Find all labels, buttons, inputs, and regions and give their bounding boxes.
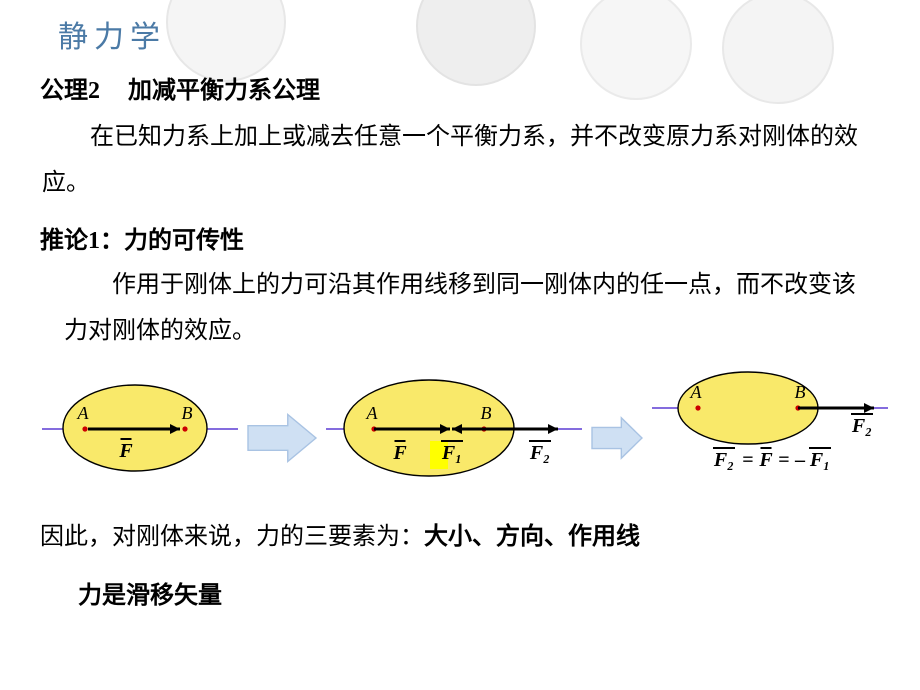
- svg-text:A: A: [690, 382, 703, 402]
- slide-container: 静力学 公理2 加减平衡力系公理 在已知力系上加上或减去任意一个平衡力系，并不改变…: [0, 0, 920, 630]
- svg-text:=: =: [742, 449, 753, 471]
- axiom-number: 公理2: [40, 78, 100, 104]
- svg-text:F: F: [758, 449, 773, 471]
- svg-text:F: F: [392, 442, 407, 464]
- svg-text:F₂: F₂: [713, 449, 734, 471]
- step-arrow-icon: [246, 410, 318, 466]
- svg-text:B: B: [182, 403, 193, 423]
- diagram-panel: A B F F₁ F₂: [324, 375, 584, 500]
- step-arrow-icon: [590, 414, 644, 462]
- svg-text:F₁: F₁: [441, 442, 462, 464]
- svg-text:–: –: [794, 449, 806, 471]
- svg-text:A: A: [366, 403, 379, 423]
- svg-text:B: B: [481, 403, 492, 423]
- axiom-title: 加减平衡力系公理: [128, 78, 320, 104]
- corollary-body: 作用于刚体上的力可沿其作用线移到同一刚体内的任一点，而不改变该力对刚体的效应。: [40, 263, 880, 354]
- axiom-heading: 公理2 加减平衡力系公理: [40, 70, 880, 105]
- summary-line: 因此，对刚体来说，力的三要素为：大小、方向、作用线: [40, 515, 880, 561]
- svg-text:B: B: [795, 382, 806, 402]
- summary-prefix: 因此，对刚体来说，力的三要素为：: [40, 524, 424, 550]
- page-title: 静力学: [40, 0, 880, 70]
- sliding-vector-line: 力是滑移矢量: [40, 575, 880, 610]
- svg-text:A: A: [77, 403, 90, 423]
- diagram-row: ABFABFF₁F₂ABF₂F₂=F=–F₁: [40, 366, 880, 509]
- svg-text:F₂: F₂: [529, 442, 550, 464]
- diagram-panel: ABF₂F₂=F=–F₁: [650, 366, 890, 509]
- svg-text:F₁: F₁: [809, 449, 830, 471]
- svg-text:=: =: [778, 449, 789, 471]
- axiom-body: 在已知力系上加上或减去任意一个平衡力系，并不改变原力系对刚体的效应。: [40, 115, 880, 206]
- svg-text:F₂: F₂: [851, 415, 872, 437]
- corollary-heading: 推论1：力的可传性: [40, 220, 880, 255]
- summary-emph: 大小、方向、作用线: [424, 524, 640, 550]
- diagram-panel: A B F: [40, 375, 240, 500]
- svg-text:F: F: [118, 440, 133, 462]
